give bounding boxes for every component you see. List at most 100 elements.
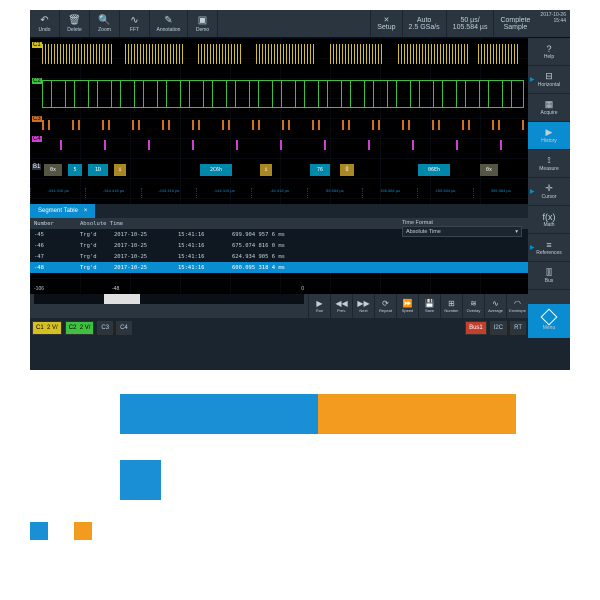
- legend-swatch: [74, 522, 92, 540]
- chevron-down-icon: ▾: [515, 229, 518, 235]
- right-sidebar: ?Help ▶⊟Horizontal ▦Acquire ▶History ⟟Me…: [528, 38, 570, 338]
- bus-frame: i: [114, 164, 126, 176]
- sidebar-references[interactable]: ▶≡References: [528, 234, 570, 262]
- protocol-badge[interactable]: I2C: [490, 321, 507, 335]
- speed-button[interactable]: ⏩Speed: [396, 294, 418, 318]
- timeformat-select[interactable]: Absolute Time ▾: [402, 226, 522, 237]
- setup-label: Setup: [377, 24, 395, 31]
- channel-c4[interactable]: C4: [116, 321, 132, 335]
- envelope-button[interactable]: ◠Envelope: [506, 294, 528, 318]
- demo-button[interactable]: ▣Demo: [188, 10, 218, 37]
- delete-button[interactable]: 🗑Delete: [60, 10, 90, 37]
- sidebar-fx[interactable]: f(x)Math: [528, 206, 570, 234]
- next-button[interactable]: ▶▶Next: [352, 294, 374, 318]
- average-button[interactable]: ∿Average: [484, 294, 506, 318]
- close-icon[interactable]: ×: [84, 208, 88, 214]
- bar-chart: [30, 390, 570, 540]
- delete-label: Delete: [67, 27, 81, 33]
- legend-item: [74, 522, 98, 540]
- sidebar-help[interactable]: ?Help: [528, 38, 570, 66]
- timebase-value: 50 µs/: [460, 17, 479, 24]
- fft-button[interactable]: ∿FFT: [120, 10, 150, 37]
- mode-status[interactable]: Auto2.5 GSa/s: [402, 10, 446, 37]
- forward-icon: ▶▶: [357, 299, 369, 308]
- bus-frame: 2C6h: [200, 164, 232, 176]
- acq-status[interactable]: CompleteSample: [493, 10, 536, 37]
- number-button[interactable]: ⊞Number: [440, 294, 462, 318]
- ch2-label: C2: [32, 78, 42, 84]
- sidebar-history[interactable]: ▶History: [528, 122, 570, 150]
- repeat-button[interactable]: ⟳Repeat: [374, 294, 396, 318]
- sidebar-bus[interactable]: ⫿⫿Bus: [528, 262, 570, 290]
- save-button[interactable]: 💾Save: [418, 294, 440, 318]
- datetime: 2017-10-2615:44: [536, 10, 570, 37]
- rt-badge[interactable]: RT: [510, 321, 526, 335]
- fft-icon: ∿: [130, 15, 138, 26]
- wave-icon: ∿: [492, 299, 499, 308]
- arrow-icon: ▶: [530, 76, 535, 83]
- progress-handle[interactable]: [104, 294, 140, 304]
- annotation-button[interactable]: ✎Annotation: [150, 10, 188, 37]
- setup-status[interactable]: ✕Setup: [370, 10, 401, 37]
- progress-track[interactable]: [34, 294, 304, 304]
- timebase-status[interactable]: 50 µs/105.584 µs: [446, 10, 494, 37]
- ch1-label: C1: [32, 42, 42, 48]
- channel-c1[interactable]: C1 2 V/: [32, 321, 62, 335]
- overlay-button[interactable]: ≋Overlay: [462, 294, 484, 318]
- menu-button[interactable]: Menu: [528, 304, 570, 338]
- table-row[interactable]: -48Trg'd2017-10-2515:41:16600.095 318 4 …: [30, 262, 528, 273]
- chart-row: [30, 390, 570, 438]
- sidebar-cursor[interactable]: ▶✛Cursor: [528, 178, 570, 206]
- sidebar-horizontal[interactable]: ▶⊟Horizontal: [528, 66, 570, 94]
- time-axis: -444.416 µs -344.416 µs -244.416 µs -144…: [30, 188, 528, 198]
- bus-badge[interactable]: Bus1: [465, 321, 487, 335]
- tick: -144.416 µs: [196, 188, 251, 198]
- legend-swatch: [30, 522, 48, 540]
- sidebar-acquire[interactable]: ▦Acquire: [528, 94, 570, 122]
- menu-label: Menu: [543, 325, 556, 331]
- undo-button[interactable]: ↶Undo: [30, 10, 60, 37]
- table-row[interactable]: -47Trg'd2017-10-2515:41:16624.934 905 6 …: [30, 251, 528, 262]
- tick: 255.584 µs: [417, 188, 472, 198]
- timeformat-value: Absolute Time: [406, 229, 441, 235]
- rewind-icon: ◀◀: [335, 299, 347, 308]
- zoom-button[interactable]: 🔍Zoom: [90, 10, 120, 37]
- bus-frame: 76: [310, 164, 330, 176]
- tick: 155.584 µs: [362, 188, 417, 198]
- segment-tab-bar: Segment Table ×: [30, 204, 528, 218]
- sidebar-measure[interactable]: ⟟Measure: [528, 150, 570, 178]
- fft-label: FFT: [130, 27, 139, 33]
- segment-tab[interactable]: Segment Table ×: [30, 204, 95, 218]
- play-icon: ▶: [316, 299, 322, 308]
- channel-c3[interactable]: C3: [97, 321, 113, 335]
- channel-bar: C1 2 V/ C2 2 V/ C3 C4 Bus1 I2C RT: [30, 318, 528, 338]
- samplerate-value: 2.5 GSa/s: [409, 24, 440, 31]
- waveform-area[interactable]: C1 C2 C3 C4 B1: [30, 38, 528, 338]
- tick: 55.584 µs: [307, 188, 362, 198]
- undo-icon: ↶: [40, 15, 48, 26]
- tick: -444.416 µs: [30, 188, 85, 198]
- table-row[interactable]: -46Trg'd2017-10-2515:41:16675.074 816 0 …: [30, 240, 528, 251]
- ch3-label: C3: [32, 116, 42, 122]
- timeformat-panel: Time Format Absolute Time ▾: [402, 220, 522, 237]
- top-toolbar: ↶Undo 🗑Delete 🔍Zoom ∿FFT ✎Annotation ▣De…: [30, 10, 570, 38]
- bus-frame: 1D: [88, 164, 108, 176]
- ch4-label: C4: [32, 136, 42, 142]
- time-value: 15:44: [553, 18, 566, 24]
- overlay-icon: ≋: [470, 299, 477, 308]
- waveform-c3: C3: [30, 116, 528, 134]
- cursor-icon: ✛: [545, 183, 553, 194]
- horizontal-icon: ⊟: [545, 71, 553, 82]
- acquire-icon: ▦: [545, 99, 554, 110]
- run-button[interactable]: ▶Run: [308, 294, 330, 318]
- measure-icon: ⟟: [547, 155, 550, 166]
- prev-button[interactable]: ◀◀Prev.: [330, 294, 352, 318]
- legend-item: [30, 522, 54, 540]
- repeat-icon: ⟳: [382, 299, 389, 308]
- pencil-icon: ✎: [164, 15, 172, 26]
- demo-label: Demo: [196, 27, 209, 33]
- tick: 355.584 µs: [473, 188, 528, 198]
- help-icon: ?: [546, 44, 551, 54]
- bus-frame: 5: [68, 164, 82, 176]
- channel-c2[interactable]: C2 2 V/: [65, 321, 95, 335]
